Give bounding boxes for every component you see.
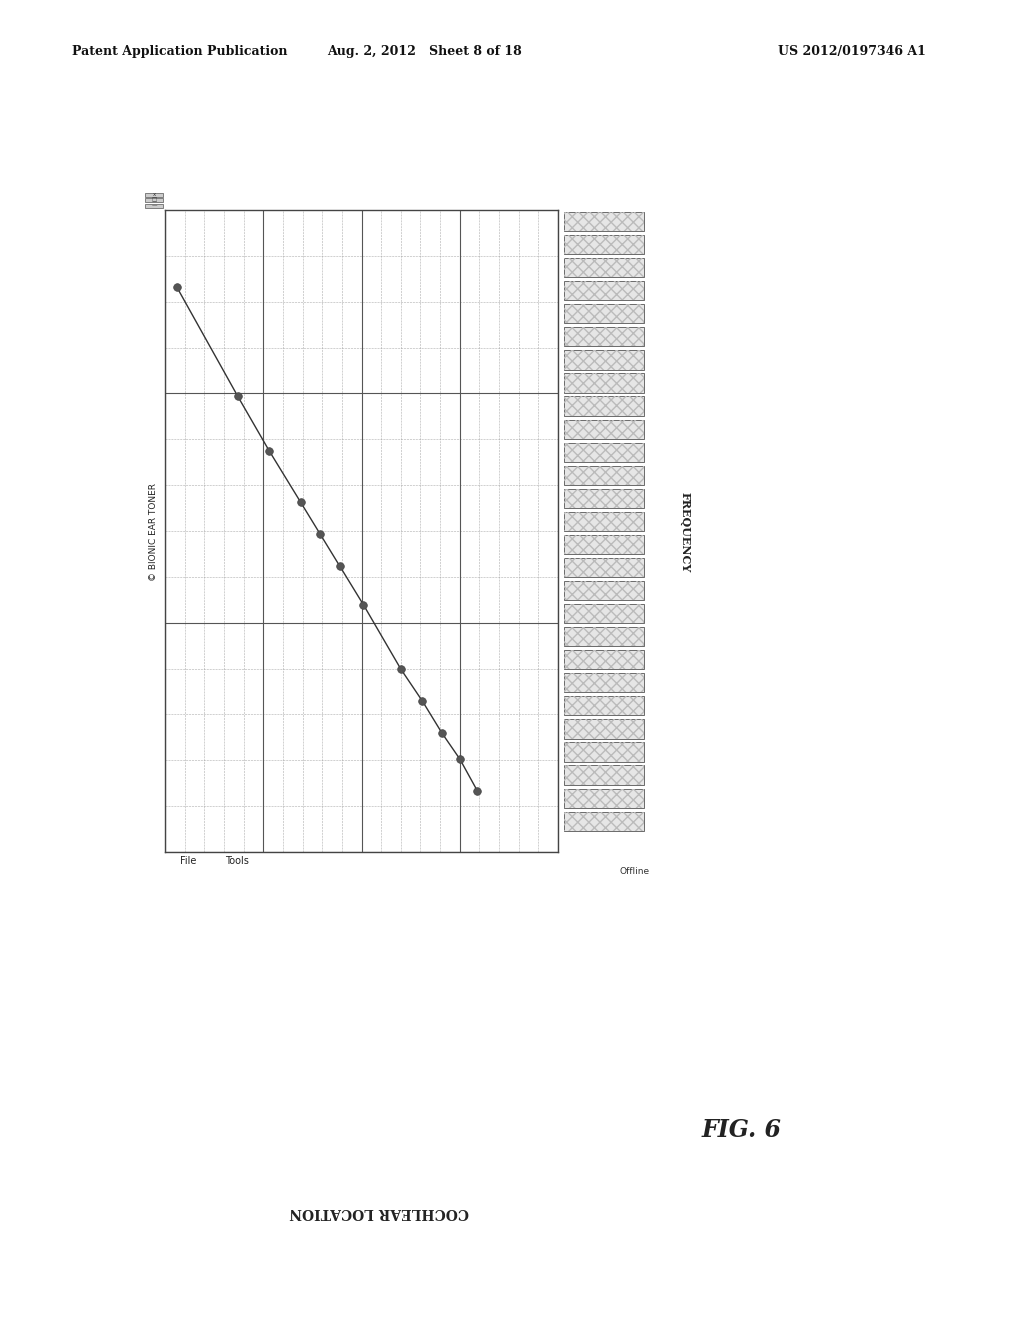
Bar [564,581,644,601]
Bar [564,281,644,301]
Bar [564,512,644,531]
Bar [564,812,644,830]
Bar [564,742,644,762]
Text: © BIONIC EAR TONER: © BIONIC EAR TONER [150,483,159,581]
Text: Aug. 2, 2012   Sheet 8 of 18: Aug. 2, 2012 Sheet 8 of 18 [328,45,522,58]
Bar [564,420,644,438]
Bar [564,627,644,647]
Text: FIG. 6: FIG. 6 [701,1118,781,1142]
Bar [564,788,644,808]
Text: FREQUENCY: FREQUENCY [680,492,690,572]
Bar [564,466,644,484]
Text: x: x [153,193,156,197]
Bar [564,396,644,416]
Bar [564,235,644,255]
Bar [564,535,644,554]
Bar [564,651,644,669]
Text: Offline: Offline [620,867,650,876]
Text: Tools: Tools [225,855,249,866]
Bar [564,512,644,531]
Bar [145,203,163,207]
Bar [564,213,644,231]
Bar [564,581,644,601]
Bar [564,350,644,370]
Bar [564,257,644,277]
Bar [564,558,644,577]
Text: COCHLEAR LOCATION: COCHLEAR LOCATION [289,1205,469,1218]
Bar [564,788,644,808]
Bar [564,350,644,370]
Bar [564,396,644,416]
Bar [564,213,644,231]
Bar [564,651,644,669]
Bar [564,420,644,438]
Bar [564,673,644,693]
Bar [564,327,644,346]
Bar [564,696,644,715]
Bar [564,374,644,392]
Text: Patent Application Publication: Patent Application Publication [72,45,287,58]
Bar [564,605,644,623]
Bar [145,193,163,197]
Bar [564,812,644,830]
Bar [564,627,644,647]
Bar [564,673,644,693]
Text: —: — [152,203,157,209]
Bar [564,304,644,323]
Bar [564,442,644,462]
Bar [564,766,644,784]
Bar [564,558,644,577]
Bar [564,535,644,554]
Text: File: File [180,855,197,866]
Text: □: □ [152,198,157,202]
Bar [564,766,644,784]
Bar [564,719,644,739]
Bar [564,742,644,762]
Bar [564,281,644,301]
Bar [564,257,644,277]
Bar [145,198,163,202]
Bar [564,696,644,715]
Bar [564,235,644,255]
Bar [564,719,644,739]
Bar [564,304,644,323]
Bar [564,374,644,392]
Bar [564,466,644,484]
Bar [564,327,644,346]
Bar [564,605,644,623]
Bar [564,442,644,462]
Text: US 2012/0197346 A1: US 2012/0197346 A1 [778,45,926,58]
Bar [564,488,644,508]
Bar [564,488,644,508]
